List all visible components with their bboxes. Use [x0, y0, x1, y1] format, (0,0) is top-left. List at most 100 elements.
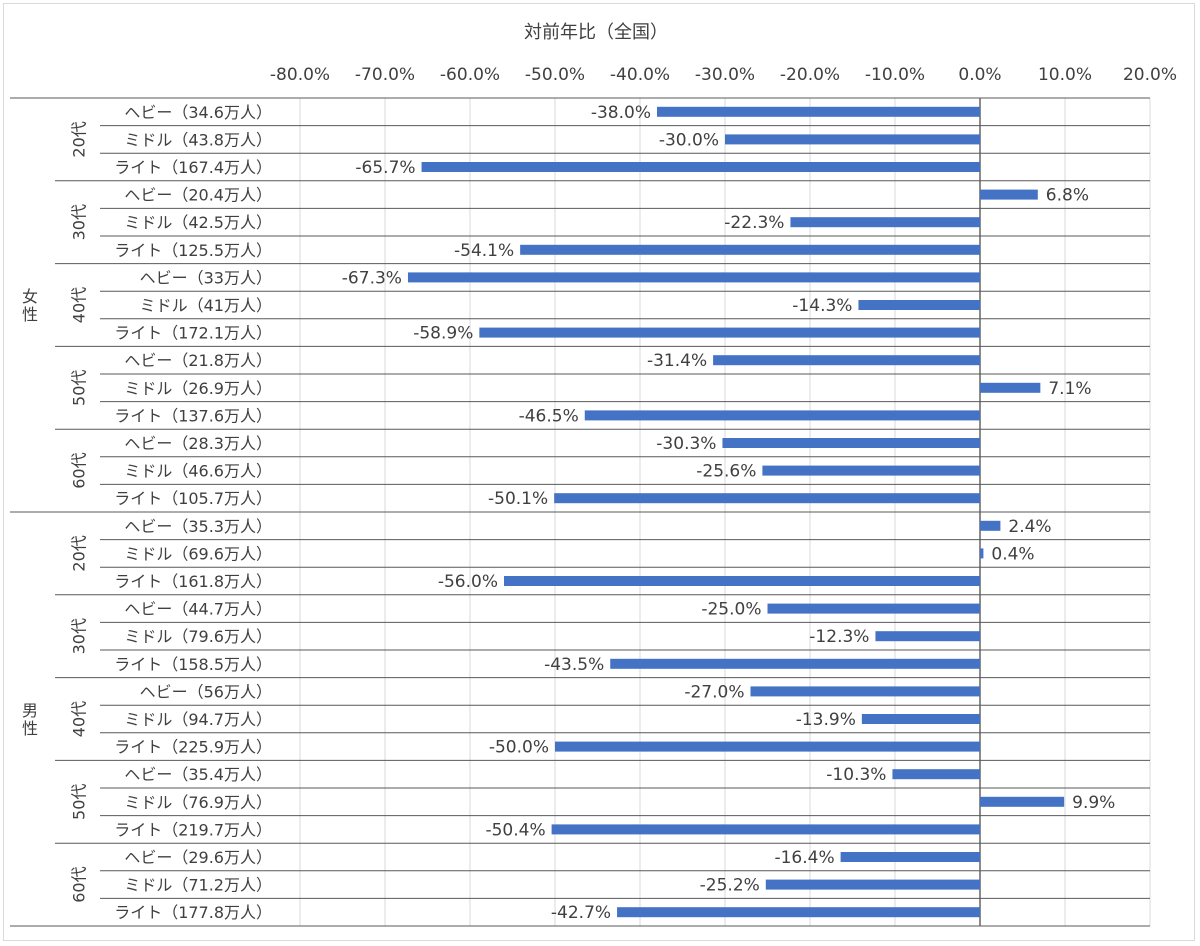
bar [762, 465, 980, 476]
age-label: 50代 [70, 784, 89, 820]
category-label: ヘビー（34.6万人） [124, 103, 272, 122]
category-label: ヘビー（35.4万人） [124, 765, 272, 784]
age-label: 30代 [70, 618, 89, 654]
chart-title: 対前年比（全国） [524, 22, 668, 43]
x-tick-label: -50.0% [525, 65, 585, 85]
data-label: -16.4% [774, 848, 834, 868]
data-label: -25.6% [696, 462, 756, 482]
bar [713, 355, 980, 366]
data-labels: -38.0% -30.0% -65.7% 6.8% -22.3% -54.1% -67.3%… [342, 103, 1116, 923]
category-label: ライト（167.4万人） [114, 158, 272, 177]
data-label: 2.4% [1008, 517, 1051, 537]
data-label: -43.5% [544, 655, 604, 675]
bar [554, 493, 980, 504]
data-label: 0.4% [991, 544, 1034, 564]
category-label: ライト（219.7万人） [114, 820, 272, 839]
bar [584, 410, 980, 421]
age-label: 50代 [70, 370, 89, 406]
bar [980, 382, 1041, 393]
data-label: -25.0% [701, 600, 761, 620]
category-label: ライト（177.8万人） [114, 903, 272, 922]
bar [657, 106, 980, 117]
bar [861, 714, 980, 724]
data-label: 7.1% [1048, 379, 1091, 399]
category-label: ライト（172.1万人） [114, 324, 272, 343]
category-label: ライト（125.5万人） [114, 241, 272, 260]
data-label: -25.2% [700, 876, 760, 896]
data-label: -30.0% [659, 130, 719, 150]
x-tick-label: -60.0% [440, 65, 500, 85]
category-label: ミドル（46.6万人） [124, 462, 272, 481]
age-label: 20代 [70, 535, 89, 571]
category-label: ミドル（42.5万人） [124, 213, 272, 232]
bar [750, 686, 980, 697]
category-label: ライト（158.5万人） [114, 655, 272, 674]
bar [555, 741, 980, 752]
bar [765, 879, 980, 890]
x-tick-label: 20.0% [1123, 65, 1177, 85]
x-axis-tick-labels: -80.0% -70.0% -60.0% -50.0% -40.0% -30.0% -20.… [270, 65, 1177, 85]
age-label: 20代 [70, 121, 89, 157]
data-label: -13.9% [796, 710, 856, 730]
bar [504, 576, 980, 586]
category-label: ヘビー（21.8万人） [124, 351, 272, 370]
bar [479, 327, 980, 338]
category-label: ヘビー（44.7万人） [124, 600, 272, 619]
category-label: ライト（137.6万人） [114, 406, 272, 425]
age-label: 60代 [70, 866, 89, 902]
data-label: -38.0% [591, 103, 651, 123]
x-tick-label: 0.0% [958, 65, 1001, 85]
bar [875, 631, 980, 642]
category-label: ミドル（26.9万人） [124, 379, 272, 398]
bar [520, 244, 980, 255]
x-tick-label: -10.0% [865, 65, 925, 85]
data-label: -30.3% [656, 434, 716, 454]
bar [407, 272, 980, 283]
data-label: 9.9% [1072, 793, 1115, 813]
x-tick-label: -20.0% [780, 65, 840, 85]
bar [858, 300, 980, 310]
data-label: -42.7% [551, 903, 611, 923]
category-label: ミドル（41万人） [140, 296, 272, 315]
data-label: -14.3% [792, 296, 852, 316]
bar [617, 907, 980, 918]
data-label: -58.9% [413, 324, 473, 344]
bar [610, 658, 980, 669]
bar [421, 162, 980, 172]
bar [725, 134, 980, 145]
data-label: -27.0% [684, 682, 744, 702]
x-tick-label: -30.0% [695, 65, 755, 85]
data-label: -10.3% [826, 765, 886, 785]
category-label: ヘビー（35.3万人） [124, 517, 272, 536]
data-label: -12.3% [809, 627, 869, 647]
category-label: ライト（105.7万人） [114, 489, 272, 508]
category-label: ヘビー（29.6万人） [124, 848, 272, 867]
category-label: ミドル（79.6万人） [124, 627, 272, 646]
x-tick-label: -80.0% [270, 65, 330, 85]
category-row-lines [10, 97, 1150, 927]
age-label: 40代 [70, 701, 89, 737]
category-label: ヘビー（28.3万人） [124, 434, 272, 453]
category-label: ライト（161.8万人） [114, 572, 272, 591]
data-label: -56.0% [438, 572, 498, 592]
bar [980, 520, 1001, 531]
category-labels: ヘビー（34.6万人）ミドル（43.8万人）ライト（167.4万人）20代ヘビー… [22, 103, 272, 922]
category-label: ミドル（76.9万人） [124, 793, 272, 812]
data-label: -50.0% [489, 738, 549, 758]
age-label: 40代 [70, 287, 89, 323]
bar [980, 548, 984, 559]
x-tick-label: -40.0% [610, 65, 670, 85]
bar [790, 217, 980, 228]
age-label: 30代 [70, 204, 89, 240]
category-label: ヘビー（33万人） [140, 268, 272, 287]
data-label: -65.7% [355, 158, 415, 178]
category-label: ミドル（43.8万人） [124, 130, 272, 149]
category-label: ライト（225.9万人） [114, 738, 272, 757]
data-label: -31.4% [647, 351, 707, 371]
category-label: ヘビー（56万人） [140, 682, 272, 701]
category-label: ミドル（94.7万人） [124, 710, 272, 729]
bar [551, 824, 980, 835]
bar [840, 852, 980, 862]
data-label: -50.1% [488, 489, 548, 509]
